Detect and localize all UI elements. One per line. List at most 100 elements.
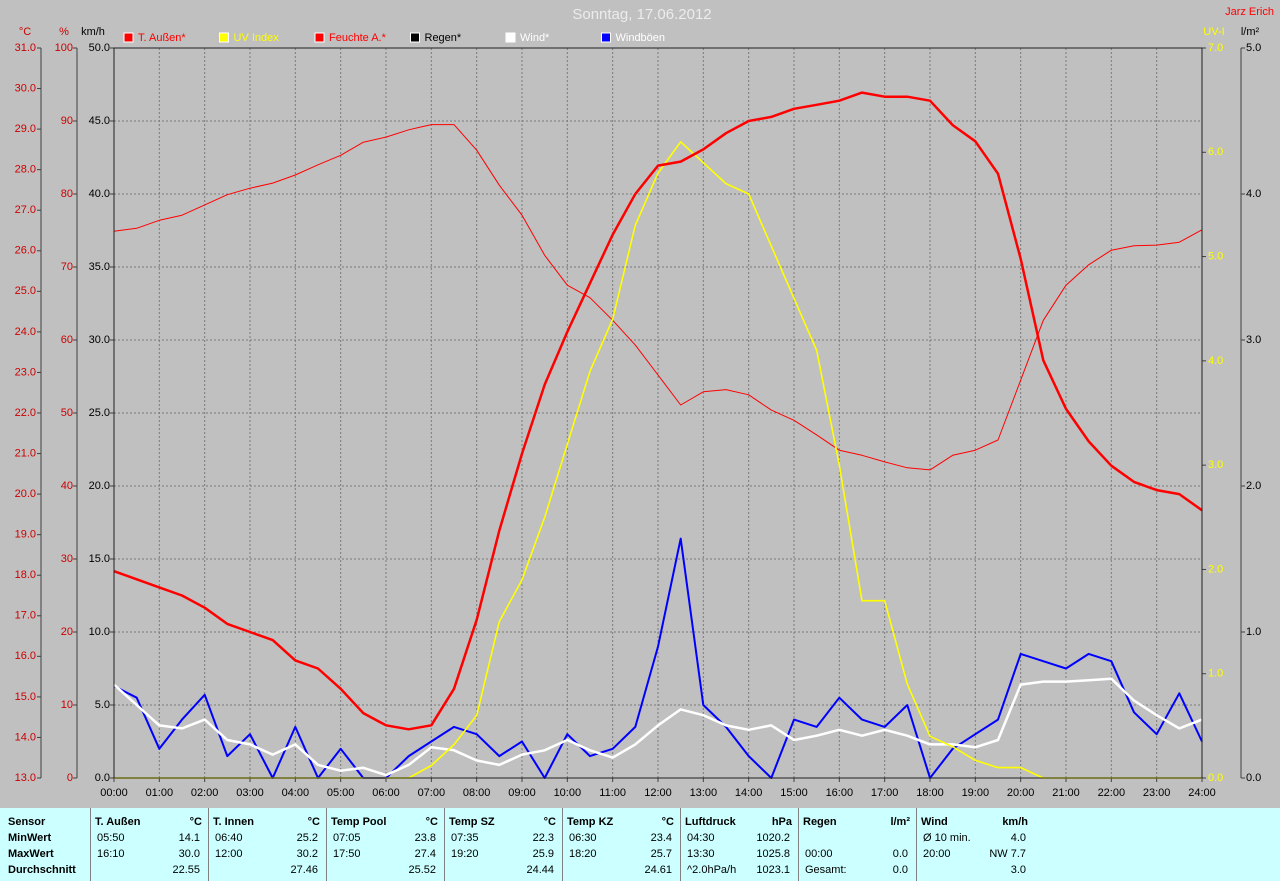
y-tick-label: 100	[55, 42, 73, 54]
table-cell: Temp Pool	[331, 816, 387, 828]
column-separator	[798, 808, 799, 881]
author: Jarz Erich	[1225, 6, 1274, 18]
table-cell: °C	[543, 816, 556, 828]
table-cell: 13:30	[687, 848, 715, 860]
y-tick-label: 1.0	[1246, 626, 1261, 638]
stats-table: Sensor MinWert MaxWert Durchschnitt T. Außen…	[0, 808, 1280, 881]
chart: Sonntag, 17.06.2012 Jarz Erich °C 13.0 14.…	[15, 6, 1274, 799]
legend-label: UV Index	[234, 32, 280, 44]
x-tick-label: 15:00	[780, 787, 808, 799]
y-tick-label: 29.0	[15, 123, 36, 135]
y-tick-label: 50	[61, 407, 73, 419]
table-cell: 25.52	[408, 864, 436, 876]
table-cell: km/h	[1002, 816, 1028, 828]
y-tick-label: 30	[61, 553, 73, 565]
table-cell: NW 7.7	[989, 848, 1026, 860]
axis-unit: UV-I	[1203, 26, 1224, 38]
x-tick-label: 05:00	[327, 787, 355, 799]
y-tick-label: 15.0	[15, 691, 36, 703]
table-cell: 3.0	[1010, 864, 1026, 876]
legend-label: Windböen	[616, 32, 666, 44]
table-cell: 1023.1	[756, 864, 790, 876]
y-tick-label: 25.0	[89, 407, 110, 419]
table-cell: 16:10	[97, 848, 125, 860]
y-tick-label: 90	[61, 115, 73, 127]
series-line	[113, 91, 1203, 731]
y-tick-label: 40.0	[89, 188, 110, 200]
y-tick-label: 3.0	[1208, 459, 1223, 471]
table-cell: 22.3	[532, 832, 554, 844]
x-tick-label: 08:00	[463, 787, 491, 799]
table-cell: °C	[425, 816, 438, 828]
table-cell: 1025.8	[756, 848, 790, 860]
legend-swatch	[505, 32, 516, 43]
y-tick-label: 7.0	[1208, 42, 1223, 54]
table-cell: Luftdruck	[685, 816, 736, 828]
legend-label: T. Außen*	[138, 32, 186, 44]
column-separator	[208, 808, 209, 881]
table-cell: 0.0	[892, 848, 908, 860]
y-tick-label: 13.0	[15, 772, 36, 784]
table-cell: Durchschnitt	[8, 864, 76, 876]
y-tick-label: 24.0	[15, 326, 36, 338]
axis-unit: km/h	[81, 26, 105, 38]
series-line	[113, 677, 1203, 777]
legend-label: Feuchte A.*	[329, 32, 387, 44]
table-cell: °C	[189, 816, 202, 828]
y-tick-label: 0.0	[1208, 772, 1223, 784]
y-tick-label: 30.0	[89, 334, 110, 346]
y-tick-label: 50.0	[89, 42, 110, 54]
x-tick-label: 20:00	[1007, 787, 1035, 799]
y-tick-label: 22.0	[15, 407, 36, 419]
table-cell: 00:00	[805, 848, 833, 860]
legend-swatch	[410, 32, 420, 43]
table-cell: Ø 10 min.	[923, 832, 971, 844]
x-tick-label: 02:00	[191, 787, 219, 799]
y-tick-label: 26.0	[15, 245, 36, 257]
y-tick-label: 20.0	[89, 480, 110, 492]
table-cell: 25.9	[532, 848, 554, 860]
y-tick-label: 4.0	[1208, 355, 1223, 367]
table-cell: MinWert	[8, 832, 52, 844]
table-cell: Temp KZ	[567, 816, 614, 828]
table-cell: 06:40	[215, 832, 243, 844]
y-tick-label: 27.0	[15, 204, 36, 216]
y-tick-label: 10.0	[89, 626, 110, 638]
plot-border	[113, 47, 1203, 779]
x-tick-label: 10:00	[554, 787, 582, 799]
y-tick-label: 18.0	[15, 569, 36, 581]
column-separator	[444, 808, 445, 881]
table-cell: 18:20	[569, 848, 597, 860]
table-cell: 0.0	[892, 864, 908, 876]
y-tick-label: 15.0	[89, 553, 110, 565]
y-tick-label: 5.0	[95, 699, 110, 711]
y-tick-label: 17.0	[15, 610, 36, 622]
column-separator	[90, 808, 91, 881]
y-tick-label: 28.0	[15, 164, 36, 176]
axis-unit: l/m²	[1241, 26, 1260, 38]
legend-swatch	[601, 32, 611, 43]
x-tick-label: 22:00	[1098, 787, 1126, 799]
table-cell: 23.8	[414, 832, 436, 844]
x-tick-label: 24:00	[1188, 787, 1216, 799]
y-tick-label: 0	[67, 772, 73, 784]
y-tick-label: 21.0	[15, 447, 36, 459]
y-tick-label: 1.0	[1208, 668, 1223, 680]
table-cell: Wind	[921, 816, 948, 828]
x-tick-label: 21:00	[1052, 787, 1080, 799]
axis-unit: °C	[19, 26, 31, 38]
table-cell: 07:05	[333, 832, 361, 844]
y-tick-label: 80	[61, 188, 73, 200]
y-tick-label: 35.0	[89, 261, 110, 273]
table-cell: T. Außen	[95, 816, 141, 828]
table-cell: l/m²	[890, 816, 910, 828]
y-tick-label: 5.0	[1208, 250, 1223, 262]
table-cell: 23.4	[650, 832, 672, 844]
series-line	[113, 537, 1203, 779]
series-line	[113, 124, 1203, 471]
table-cell: 27.46	[290, 864, 318, 876]
table-cell: 17:50	[333, 848, 361, 860]
y-tick-label: 2.0	[1208, 563, 1223, 575]
column-separator	[562, 808, 563, 881]
